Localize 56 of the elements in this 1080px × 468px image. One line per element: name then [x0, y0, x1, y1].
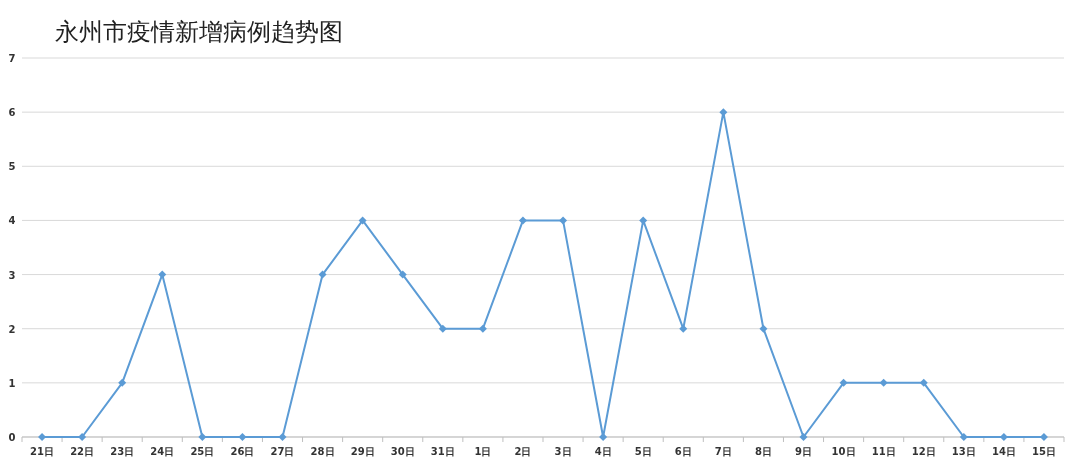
x-tick-label: 14日: [991, 446, 1016, 457]
y-tick-label: 1: [8, 377, 16, 389]
y-tick-label: 5: [8, 161, 16, 173]
x-tick-label: 24日: [150, 446, 175, 457]
x-tick-label: 29日: [350, 446, 375, 457]
x-tick-label: 13日: [951, 446, 976, 457]
x-tick-label: 9日: [795, 446, 812, 457]
x-tick-label: 4日: [594, 446, 612, 457]
point: [959, 433, 968, 441]
chart-title: 永州市疫情新增病例趋势图: [55, 18, 343, 46]
x-tick-label: 21日: [30, 446, 54, 457]
point: [478, 324, 487, 333]
x-tick-label: 5日: [634, 446, 652, 457]
x-tick-label: 15日: [1032, 446, 1056, 457]
point: [318, 270, 327, 279]
point: [559, 216, 568, 225]
point: [78, 433, 87, 441]
point: [919, 378, 928, 387]
x-tick-label: 3日: [554, 446, 572, 457]
y-tick-label: 2: [8, 323, 16, 335]
y-tick-label: 0: [8, 432, 16, 443]
x-tick-label: 31日: [430, 446, 455, 457]
x-tick-label: 25日: [190, 446, 215, 457]
point: [799, 433, 808, 441]
x-tick-label: 7日: [714, 446, 732, 457]
x-tick-label: 2日: [514, 446, 532, 457]
point: [158, 270, 167, 279]
x-tick-label: 11日: [871, 446, 896, 457]
point: [198, 433, 207, 441]
point: [759, 324, 768, 333]
x-tick-label: 22日: [70, 446, 95, 457]
point: [438, 324, 447, 333]
point: [118, 378, 127, 387]
point: [238, 433, 247, 441]
point: [358, 216, 367, 225]
x-tick-label: 6日: [674, 446, 692, 457]
x-tick-label: 26日: [230, 446, 255, 457]
x-tick-label: 1日: [474, 446, 492, 457]
point: [599, 433, 608, 441]
y-tick-label: 4: [8, 215, 16, 227]
x-tick-label: 12日: [911, 446, 936, 457]
point: [839, 378, 848, 387]
point: [879, 378, 888, 387]
y-tick-label: 6: [8, 107, 16, 119]
y-tick-label: 3: [8, 269, 16, 281]
x-tick-label: 23日: [110, 446, 135, 457]
x-tick-label: 27日: [270, 446, 295, 457]
x-tick-label: 10日: [831, 446, 856, 457]
x-tick-label: 28日: [310, 446, 335, 457]
point: [518, 216, 527, 225]
x-tick-label: 30日: [390, 446, 415, 457]
point: [639, 216, 648, 225]
x-tick-label: 8日: [754, 446, 772, 457]
point: [278, 433, 287, 441]
point: [398, 270, 407, 279]
y-tick-label: 7: [8, 53, 16, 64]
